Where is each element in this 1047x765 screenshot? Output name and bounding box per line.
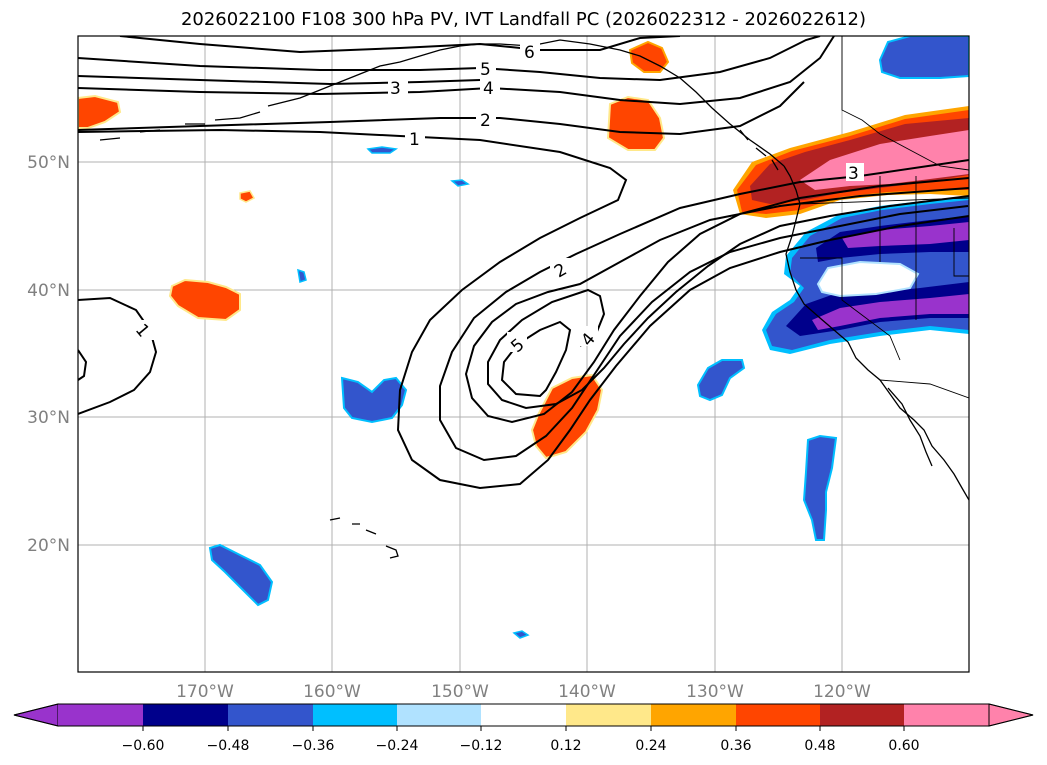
pv-contour-4-loop [487, 195, 969, 410]
ivt-neg-small-2 [450, 179, 470, 187]
ivt-patch-northwest [78, 94, 122, 129]
ivt-patch-alaska-coast [628, 40, 670, 73]
colorbar-tick-label: −0.48 [207, 738, 250, 754]
pv-label-4-north: 4 [483, 79, 494, 99]
pv-label-backing [134, 42, 864, 352]
ivt-patch-small-north [239, 190, 256, 203]
map-title: 2026022100 F108 300 hPa PV, IVT Landfall… [180, 9, 867, 30]
lon-label-140w: 140°W [558, 682, 616, 702]
lat-label-20n: 20°N [27, 536, 70, 556]
colorbar-bin-0 [58, 704, 143, 726]
ivt-neg-california-hole [816, 260, 920, 298]
ivt-neg-east-pacific [696, 359, 746, 402]
pv-contour-2 [78, 81, 805, 136]
pv-label-5-north: 5 [480, 60, 491, 80]
colorbar-tick-label: 0.36 [720, 738, 751, 754]
colorbar-bin-4 [397, 704, 481, 726]
colorbar-bin-6 [566, 704, 651, 726]
british-columbia-inlets [739, 129, 779, 171]
pv-contours [78, 36, 969, 490]
pv-label-3-coast: 3 [848, 164, 859, 184]
pv-contour-1-west [78, 296, 158, 415]
lat-label-40n: 40°N [27, 281, 70, 301]
ivt-band-pacific-northwest-pink [800, 130, 969, 190]
north-america-west-coast [783, 165, 969, 501]
map-frame [77, 35, 970, 673]
longitude-labels: 170°W 160°W 150°W 140°W 130°W 120°W [176, 682, 871, 702]
lat-label-50n: 50°N [27, 153, 70, 173]
ivt-neg-california-purple-south [812, 294, 969, 330]
colorbar-bin-1 [143, 704, 228, 726]
pv-label-6-north: 6 [524, 43, 535, 63]
colorbar-outline [13, 703, 1034, 727]
pv-contour-2-west [78, 349, 88, 381]
lon-label-150w: 150°W [431, 682, 489, 702]
ivt-neg-southeast [802, 434, 838, 541]
colorbar-extend-left [13, 703, 59, 727]
colorbar-extend-right [988, 703, 1034, 727]
colorbar: −0.60 −0.48 −0.36 −0.24 −0.12 0.12 0.24 … [13, 703, 1034, 754]
pv-contour-1-north [78, 128, 969, 490]
ivt-neg-california-purple-north [842, 222, 969, 248]
pv-contour-6 [119, 36, 681, 54]
lon-label-160w: 160°W [303, 682, 361, 702]
pv-label-2-north: 2 [480, 111, 491, 131]
ivt-neg-central-west [340, 376, 408, 424]
political-borders [799, 36, 969, 399]
hawaiian-islands [329, 517, 399, 559]
colorbar-tick-label: −0.12 [460, 738, 503, 754]
colorbar-tick-label: 0.12 [550, 738, 581, 754]
colorbar-bin-9 [820, 704, 904, 726]
pv-contour-5 [78, 36, 821, 82]
ivt-patch-gulf-alaska [606, 95, 666, 151]
colorbar-tick-label: 0.48 [804, 738, 835, 754]
pv-contour-2-loop [439, 159, 969, 462]
colorbar-bin-2 [228, 704, 313, 726]
colorbar-ticks [142, 726, 905, 731]
baja-california [887, 387, 933, 467]
ivt-neg-small-3 [297, 268, 307, 283]
latitude-labels: 50°N 40°N 30°N 20°N [27, 153, 70, 556]
colorbar-bin-5 [481, 704, 566, 726]
lon-label-130w: 130°W [686, 682, 744, 702]
pv-contour-3-north [78, 75, 481, 86]
lon-label-120w: 120°W [813, 682, 871, 702]
colorbar-bin-10 [904, 704, 989, 726]
colorbar-tick-label: −0.60 [122, 738, 165, 754]
colorbar-bin-8 [736, 704, 820, 726]
pv-label-3-north: 3 [390, 79, 401, 99]
ivt-neg-small-1 [366, 146, 399, 154]
pv-contour-5-loop [500, 320, 572, 398]
colorbar-tick-label: 0.24 [635, 738, 666, 754]
ivt-neg-tiny-south [512, 630, 530, 639]
pv-contour-4 [78, 36, 835, 106]
colorbar-bin-3 [313, 704, 397, 726]
ivt-neg-alaska-east [878, 36, 969, 79]
ivt-patch-hawaii-north [168, 278, 241, 322]
colorbar-tick-label: 0.60 [888, 738, 919, 754]
lon-label-170w: 170°W [176, 682, 234, 702]
pv-contour-3-loop [464, 177, 969, 424]
colorbar-tick-label: −0.36 [292, 738, 335, 754]
ivt-negative-patches [208, 36, 969, 639]
colorbar-tick-label: −0.24 [376, 738, 419, 754]
ivt-neg-southwest [208, 543, 274, 607]
colorbar-bin-7 [651, 704, 736, 726]
pv-label-1-north: 1 [409, 130, 420, 150]
lat-label-30n: 30°N [27, 408, 70, 428]
